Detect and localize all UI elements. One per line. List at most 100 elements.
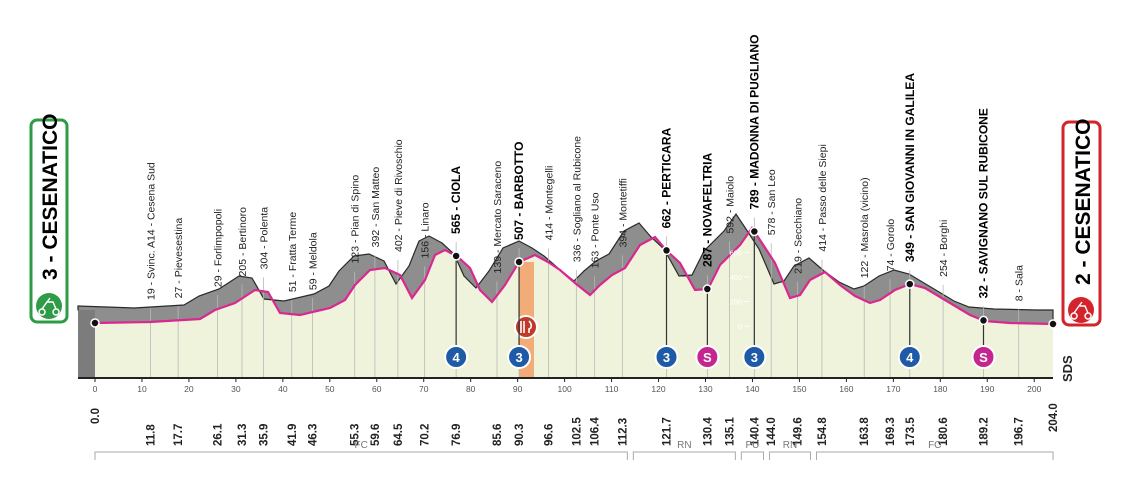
km-tick-label: 190 bbox=[980, 384, 994, 394]
waypoint-km: 130.4 bbox=[702, 417, 714, 446]
summit-dot bbox=[702, 284, 713, 294]
km-tick-label: 40 bbox=[278, 384, 288, 394]
km-tick-label: 30 bbox=[231, 384, 241, 394]
climb-badge-label: 3 bbox=[515, 350, 522, 365]
waypoint-label: 32 - SAVIGNANO SUL RUBICONE bbox=[976, 108, 990, 298]
km-tick-label: 60 bbox=[372, 384, 382, 394]
waypoint-label: 122 - Masrola (vicino) bbox=[859, 177, 871, 278]
waypoint-km: 35.9 bbox=[259, 424, 271, 446]
waypoint-label: 789 - MADONNA DI PUGLIANO bbox=[747, 35, 761, 210]
waypoint-label: 156 - Linaro bbox=[420, 202, 432, 258]
climb-badge-label: S bbox=[703, 350, 712, 365]
waypoint-label: 29 - Forlimpopoli bbox=[213, 209, 225, 287]
waypoint-km: 102.5 bbox=[571, 417, 583, 446]
waypoint-label: 74 - Gorolo bbox=[885, 219, 897, 272]
km-tick-label: 180 bbox=[933, 384, 947, 394]
waypoint-label: 507 - BARBOTTO bbox=[512, 142, 526, 240]
road-bracket bbox=[816, 451, 1054, 460]
climb-badge bbox=[971, 345, 996, 369]
waypoint-label: 394 - Montetiffi bbox=[617, 178, 629, 247]
road-type: FC bbox=[928, 440, 941, 451]
finish-frame bbox=[1061, 120, 1102, 327]
waypoint-km: 11.8 bbox=[145, 424, 157, 446]
waypoint-label: 163 - Ponte Uso bbox=[590, 192, 602, 268]
climb-badge bbox=[695, 345, 720, 369]
start-km: 0.0 bbox=[90, 408, 102, 424]
waypoint-label: 19 - Svinc. A14 - Cesena Sud bbox=[145, 162, 157, 300]
summit-dot bbox=[451, 251, 461, 261]
waypoint-km: 96.6 bbox=[544, 424, 556, 446]
waypoint-km: 55.3 bbox=[350, 424, 362, 446]
bike-icon bbox=[38, 297, 60, 316]
waypoint-km: 180.6 bbox=[938, 417, 950, 446]
waypoint-label: 578 - San Leo bbox=[766, 169, 778, 235]
climb-badge-label: 3 bbox=[663, 350, 670, 365]
waypoint-label: 59 - Meldola bbox=[307, 232, 319, 290]
road-bracket bbox=[632, 451, 736, 460]
climb-badge-label: S bbox=[979, 350, 988, 365]
waypoint-km: 64.5 bbox=[393, 423, 405, 446]
road-type: RN bbox=[783, 440, 797, 451]
waypoint-label: 8 - Sala bbox=[1014, 265, 1026, 301]
finish-label: 2 - CESENATICO bbox=[1072, 119, 1095, 285]
profile-line bbox=[94, 226, 1054, 326]
road-bracket bbox=[94, 451, 628, 460]
waypoint-km: 121.7 bbox=[662, 417, 674, 446]
waypoint-label: 304 - Polenta bbox=[259, 207, 271, 270]
road-bracket bbox=[740, 451, 765, 460]
km-tick-label: 90 bbox=[513, 384, 523, 394]
start-dot bbox=[90, 318, 100, 328]
feed-icon bbox=[514, 315, 538, 339]
bike-icon bbox=[1070, 301, 1092, 320]
waypoint-km: 70.2 bbox=[420, 424, 432, 446]
waypoint-km: 31.3 bbox=[237, 424, 249, 446]
logo: SDS bbox=[1060, 355, 1075, 382]
waypoint-km: 173.5 bbox=[905, 417, 917, 446]
waypoint-km: 76.9 bbox=[451, 424, 463, 446]
summit-dot bbox=[978, 315, 989, 326]
waypoint-label: 287 - NOVAFELTRIA bbox=[700, 152, 714, 267]
waypoint-km: 140.4 bbox=[749, 417, 761, 446]
profile-side bbox=[78, 310, 95, 378]
waypoint-label: 592 - Maiolo bbox=[724, 176, 736, 234]
feed-badge bbox=[514, 315, 538, 339]
km-tick-label: 0 bbox=[93, 384, 98, 394]
km-tick-label: 160 bbox=[839, 384, 853, 394]
km-tick-label: 120 bbox=[651, 384, 665, 394]
waypoint-label: 392 - San Matteo bbox=[370, 167, 382, 248]
waypoint-km: 135.1 bbox=[724, 417, 736, 446]
waypoint-label: 336 - Sogliano al Rubicone bbox=[571, 136, 583, 262]
climb-badge-label: 4 bbox=[906, 350, 914, 365]
km-tick-label: 110 bbox=[605, 384, 619, 394]
start-icon bbox=[36, 293, 62, 319]
waypoint-label: 139 - Mercato Saraceno bbox=[492, 161, 504, 274]
km-tick-label: 140 bbox=[745, 384, 759, 394]
waypoint-label: 219 - Secchiano bbox=[793, 198, 805, 274]
waypoint-label: 662 - PERTICARA bbox=[660, 127, 674, 228]
road-type: PU bbox=[745, 440, 759, 451]
waypoint-km: 144.0 bbox=[766, 417, 778, 446]
km-tick-label: 50 bbox=[325, 384, 335, 394]
waypoint-km: 90.3 bbox=[514, 424, 526, 446]
waypoint-km: 46.3 bbox=[307, 424, 319, 446]
waypoint-label: 349 - SAN GIOVANNI IN GALILEA bbox=[903, 73, 917, 262]
climb-badge bbox=[742, 345, 767, 369]
waypoint-label: 414 - Passo delle Siepi bbox=[817, 144, 829, 251]
summit-dot bbox=[749, 226, 760, 237]
road-bracket bbox=[769, 451, 811, 460]
km-tick-label: 10 bbox=[137, 384, 147, 394]
road-type: RN bbox=[677, 440, 691, 451]
altitude-label: 200 bbox=[729, 298, 742, 307]
waypoint-km: 85.6 bbox=[492, 424, 504, 446]
climb-badge bbox=[444, 345, 469, 369]
climb-badge-label: 3 bbox=[751, 350, 758, 365]
km-tick-label: 130 bbox=[698, 384, 712, 394]
km-tick-label: 170 bbox=[886, 384, 900, 394]
finish-icon bbox=[1068, 297, 1094, 323]
waypoint-km: 163.8 bbox=[859, 417, 871, 446]
summit-dot bbox=[661, 245, 672, 256]
waypoint-km: 149.6 bbox=[793, 417, 805, 446]
start-box: 3 - CESENATICO bbox=[29, 114, 69, 324]
km-tick-label: 150 bbox=[792, 384, 806, 394]
km-tick-label: 20 bbox=[184, 384, 194, 394]
